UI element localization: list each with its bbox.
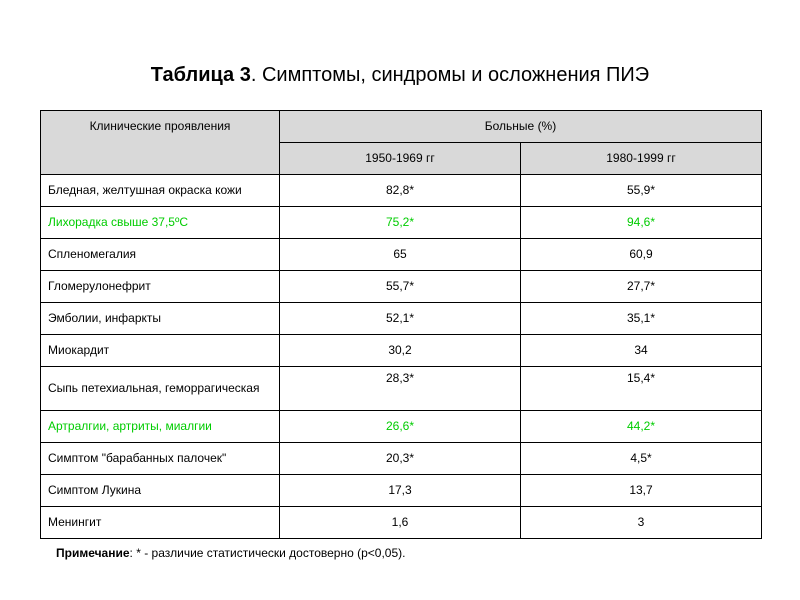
row-value-1950-1969: 55,7*	[279, 270, 521, 303]
footnote-text: : * - различие статистически достоверно …	[129, 546, 406, 560]
row-label: Миокардит	[40, 334, 280, 367]
table-row: Миокардит 30,2 34	[40, 334, 762, 367]
title-table-number: Таблица 3	[150, 64, 251, 86]
row-label: Сыпь петехиальная, геморрагическая	[40, 366, 280, 411]
symptoms-table: Клинические проявления Больные (%) 1950-…	[40, 110, 762, 539]
table-row: Менингит 1,6 3	[40, 506, 762, 539]
table-row: Сыпь петехиальная, геморрагическая 28,3*…	[40, 366, 762, 411]
row-value-1980-1999: 94,6*	[520, 206, 762, 239]
table-row-highlighted: Артралгии, артриты, миалгии 26,6* 44,2*	[40, 410, 762, 443]
row-value-1980-1999: 55,9*	[520, 174, 762, 207]
title-text: . Симптомы, синдромы и осложнения ПИЭ	[250, 64, 650, 86]
table-subheader-row: 1950-1969 гг 1980-1999 гг	[41, 142, 762, 175]
row-value-1980-1999: 3	[520, 506, 762, 539]
table-footnote: Примечание: * - различие статистически д…	[56, 546, 405, 560]
row-value-1980-1999: 27,7*	[520, 270, 762, 303]
row-label: Менингит	[40, 506, 280, 539]
footnote-label: Примечание	[56, 546, 130, 560]
row-value-1950-1969: 28,3*	[279, 366, 521, 411]
table-row: Спленомегалия 65 60,9	[40, 238, 762, 271]
row-value-1950-1969: 75,2*	[279, 206, 521, 239]
row-label: Гломерулонефрит	[40, 270, 280, 303]
row-label: Лихорадка свыше 37,5ºС	[40, 206, 280, 239]
page-title: Таблица 3. Симптомы, синдромы и осложнен…	[0, 63, 800, 87]
row-label: Симптом Лукина	[40, 474, 280, 507]
row-label: Артралгии, артриты, миалгии	[40, 410, 280, 443]
header-period-1980-1999: 1980-1999 гг	[520, 142, 762, 175]
row-value-1950-1969: 26,6*	[279, 410, 521, 443]
row-value-1980-1999: 34	[520, 334, 762, 367]
row-value-1950-1969: 17,3	[279, 474, 521, 507]
row-value-1950-1969: 52,1*	[279, 302, 521, 335]
row-value-1950-1969: 65	[279, 238, 521, 271]
table-row: Гломерулонефрит 55,7* 27,7*	[40, 270, 762, 303]
row-value-1980-1999: 13,7	[520, 474, 762, 507]
row-value-1980-1999: 44,2*	[520, 410, 762, 443]
table-row: Эмболии, инфаркты 52,1* 35,1*	[40, 302, 762, 335]
header-patients-percent: Больные (%)	[279, 110, 762, 143]
row-value-1950-1969: 82,8*	[279, 174, 521, 207]
table-row-highlighted: Лихорадка свыше 37,5ºС 75,2* 94,6*	[40, 206, 762, 239]
row-value-1980-1999: 35,1*	[520, 302, 762, 335]
row-value-1980-1999: 60,9	[520, 238, 762, 271]
header-period-1950-1969: 1950-1969 гг	[279, 142, 521, 175]
row-value-1950-1969: 20,3*	[279, 442, 521, 475]
row-label: Бледная, желтушная окраска кожи	[40, 174, 280, 207]
table-header-row: Клинические проявления Больные (%)	[40, 110, 762, 175]
table-row: Симптом Лукина 17,3 13,7	[40, 474, 762, 507]
row-value-1980-1999: 4,5*	[520, 442, 762, 475]
row-value-1950-1969: 30,2	[279, 334, 521, 367]
row-value-1950-1969: 1,6	[279, 506, 521, 539]
row-label: Эмболии, инфаркты	[40, 302, 280, 335]
row-value-1980-1999: 15,4*	[520, 366, 762, 411]
row-label: Спленомегалия	[40, 238, 280, 271]
row-label: Симптом "барабанных палочек"	[40, 442, 280, 475]
table-row: Бледная, желтушная окраска кожи 82,8* 55…	[40, 174, 762, 207]
header-clinical-manifestations: Клинические проявления	[40, 110, 280, 175]
table-row: Симптом "барабанных палочек" 20,3* 4,5*	[40, 442, 762, 475]
